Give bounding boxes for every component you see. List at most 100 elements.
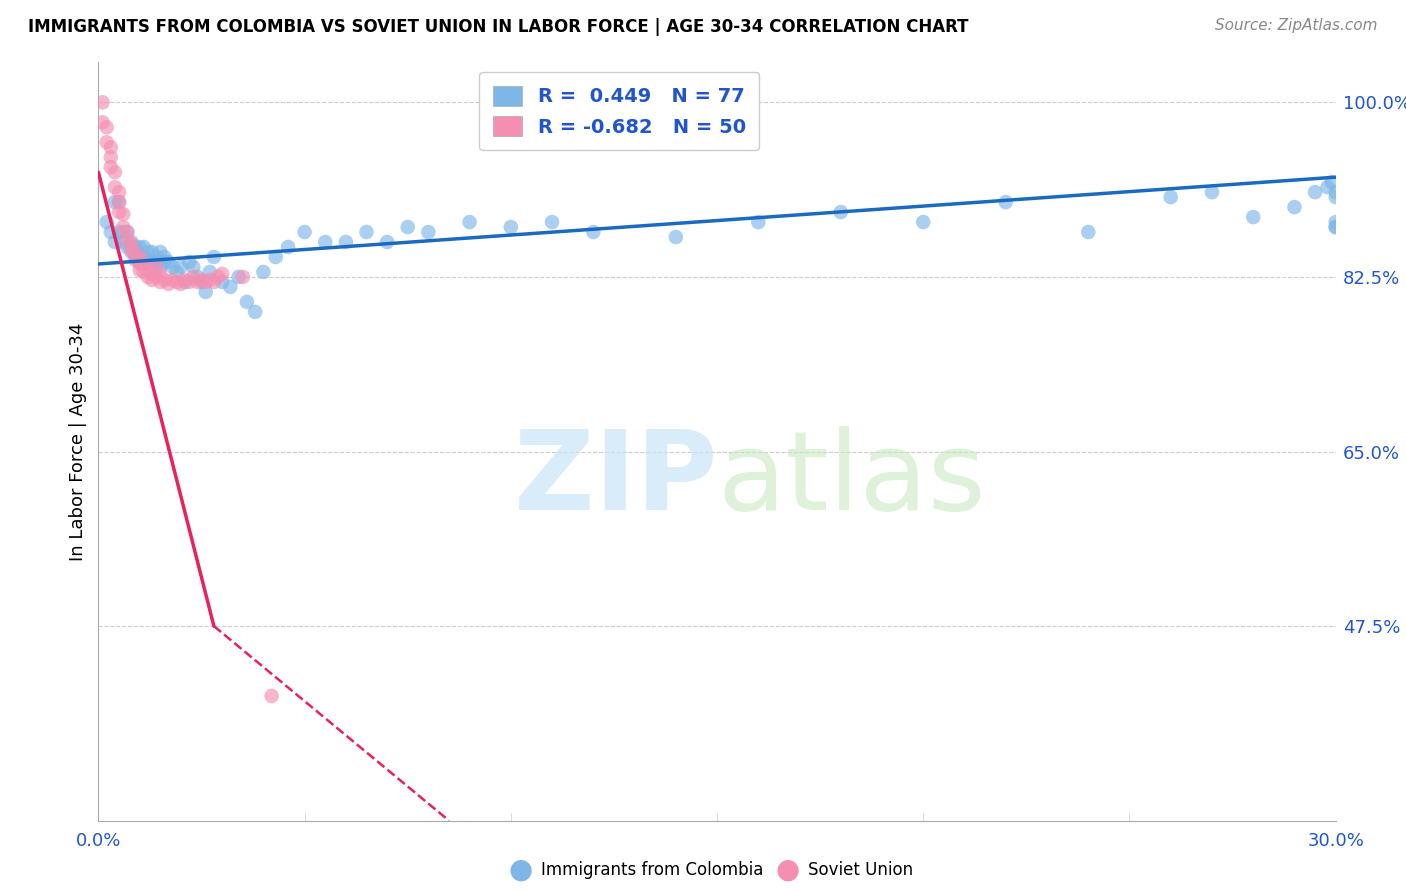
Text: ZIP: ZIP xyxy=(513,426,717,533)
Point xyxy=(181,260,204,274)
Point xyxy=(132,250,155,264)
Point xyxy=(166,265,188,279)
Point xyxy=(149,267,172,281)
Point xyxy=(104,235,127,249)
Text: ●: ● xyxy=(508,855,533,884)
Point xyxy=(1324,220,1347,235)
Point xyxy=(136,244,159,259)
Point xyxy=(582,225,605,239)
Point xyxy=(145,250,167,264)
Point xyxy=(1201,185,1223,199)
Point xyxy=(211,275,233,289)
Point xyxy=(1324,185,1347,199)
Point xyxy=(1303,185,1326,199)
Point xyxy=(120,244,142,259)
Point xyxy=(108,205,131,219)
Legend: R =  0.449   N = 77, R = -0.682   N = 50: R = 0.449 N = 77, R = -0.682 N = 50 xyxy=(479,72,759,150)
Point xyxy=(100,140,122,154)
Point xyxy=(96,135,118,149)
Point xyxy=(747,215,769,229)
Point xyxy=(145,260,167,274)
Point xyxy=(179,275,201,289)
Point xyxy=(112,235,135,249)
Point xyxy=(124,252,146,267)
Point xyxy=(104,195,127,210)
Point xyxy=(1320,175,1343,189)
Point xyxy=(141,255,163,269)
Point xyxy=(104,165,127,179)
Point xyxy=(1324,215,1347,229)
Point xyxy=(194,285,217,299)
Point xyxy=(149,260,172,274)
Point xyxy=(141,273,163,287)
Point xyxy=(120,235,142,249)
Point xyxy=(260,689,283,703)
Point xyxy=(418,225,440,239)
Point xyxy=(228,269,250,284)
Point xyxy=(356,225,378,239)
Text: atlas: atlas xyxy=(717,426,986,533)
Point xyxy=(194,275,217,289)
Point xyxy=(232,269,254,284)
Point xyxy=(104,180,127,194)
Point xyxy=(665,230,688,244)
Point xyxy=(136,255,159,269)
Point xyxy=(100,225,122,239)
Point xyxy=(202,275,225,289)
Point xyxy=(124,250,146,264)
Point xyxy=(174,275,197,289)
Point xyxy=(141,267,163,281)
Point xyxy=(499,220,522,235)
Point xyxy=(198,273,221,287)
Point xyxy=(166,275,188,289)
Point xyxy=(117,225,139,239)
Point xyxy=(170,260,193,274)
Point xyxy=(117,225,139,239)
Point xyxy=(132,265,155,279)
Point xyxy=(541,215,564,229)
Point xyxy=(198,265,221,279)
Point xyxy=(1324,190,1347,204)
Point xyxy=(132,257,155,271)
Point xyxy=(264,250,287,264)
Point xyxy=(96,215,118,229)
Point xyxy=(157,277,180,291)
Point xyxy=(277,240,299,254)
Point xyxy=(117,240,139,254)
Point xyxy=(375,235,398,249)
Point xyxy=(149,275,172,289)
Point xyxy=(202,250,225,264)
Point xyxy=(112,225,135,239)
Point xyxy=(252,265,274,279)
Point xyxy=(132,240,155,254)
Point xyxy=(153,255,176,269)
Point xyxy=(124,247,146,261)
Text: IMMIGRANTS FROM COLOMBIA VS SOVIET UNION IN LABOR FORCE | AGE 30-34 CORRELATION : IMMIGRANTS FROM COLOMBIA VS SOVIET UNION… xyxy=(28,18,969,36)
Point xyxy=(108,225,131,239)
Point xyxy=(112,207,135,221)
Point xyxy=(145,269,167,284)
Point xyxy=(136,263,159,277)
Text: ●: ● xyxy=(775,855,800,884)
Point xyxy=(96,120,118,135)
Point xyxy=(117,233,139,247)
Point xyxy=(174,273,197,287)
Point xyxy=(994,195,1017,210)
Point xyxy=(1324,220,1347,235)
Point xyxy=(211,267,233,281)
Point xyxy=(830,205,852,219)
Y-axis label: In Labor Force | Age 30-34: In Labor Force | Age 30-34 xyxy=(69,322,87,561)
Point xyxy=(912,215,935,229)
Point xyxy=(128,255,150,269)
Point xyxy=(128,257,150,271)
Point xyxy=(141,244,163,259)
Point xyxy=(1316,180,1339,194)
Point xyxy=(112,220,135,235)
Point xyxy=(1241,210,1264,224)
Point xyxy=(124,240,146,254)
Point xyxy=(314,235,336,249)
Point xyxy=(1077,225,1099,239)
Text: Immigrants from Colombia: Immigrants from Colombia xyxy=(541,861,763,879)
Point xyxy=(120,243,142,257)
Point xyxy=(181,269,204,284)
